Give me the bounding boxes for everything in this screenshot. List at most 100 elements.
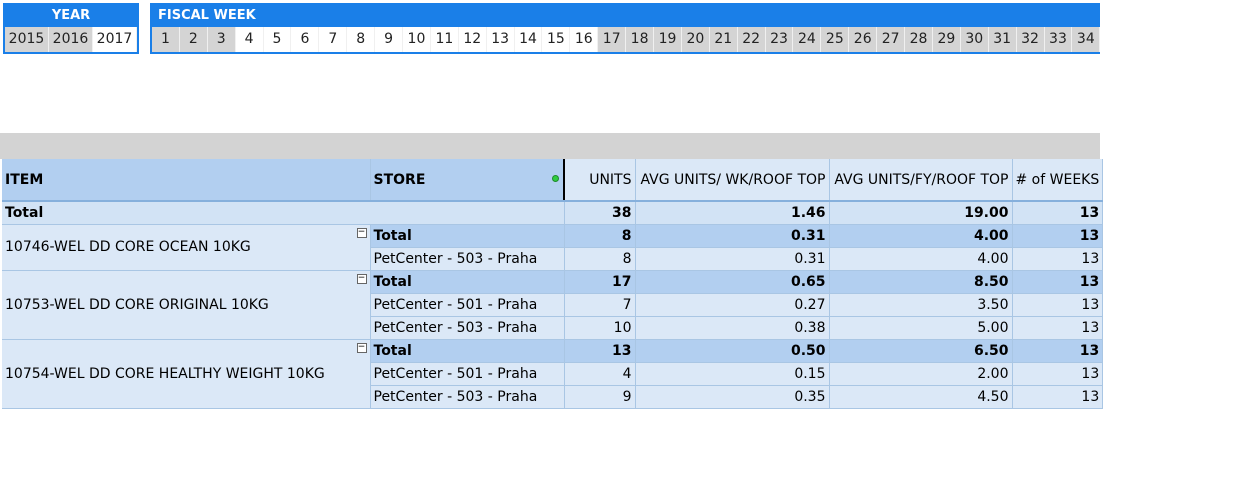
fiscal-week-value-18[interactable]: 18: [626, 27, 655, 52]
item-total-weeks: 13: [1012, 339, 1104, 363]
fiscal-week-value-33[interactable]: 33: [1044, 27, 1073, 52]
collapse-icon[interactable]: −: [356, 341, 367, 353]
fiscal-week-value-23[interactable]: 23: [765, 27, 794, 52]
store-cell[interactable]: PetCenter - 501 - Praha: [370, 293, 565, 317]
item-label: 10746-WEL DD CORE OCEAN 10KG: [5, 239, 251, 255]
store-row: PetCenter - 501 - Praha 7 0.27 3.50 13: [2, 293, 1104, 317]
grand-total-units: 38: [564, 200, 636, 225]
year-value-2016[interactable]: 2016: [49, 27, 93, 52]
item-total-avg-fy: 4.00: [829, 224, 1013, 248]
fiscal-week-value-27[interactable]: 27: [877, 27, 906, 52]
item-total-weeks: 13: [1012, 224, 1104, 248]
store-row: PetCenter - 503 - Praha 9 0.35 4.50 13: [2, 385, 1104, 409]
grand-total-avg-wk: 1.46: [635, 200, 830, 225]
item-total-label: Total: [370, 224, 565, 248]
avg-units-fy-cell: 5.00: [829, 316, 1013, 340]
avg-units-wk-cell: 0.15: [635, 362, 830, 386]
weeks-cell: 13: [1012, 247, 1104, 271]
year-value-2015[interactable]: 2015: [5, 27, 49, 52]
fiscal-week-value-11[interactable]: 11: [430, 27, 459, 52]
item-column-header[interactable]: ITEM: [2, 159, 371, 202]
fiscal-week-value-6[interactable]: 6: [291, 27, 320, 52]
fiscal-week-value-17[interactable]: 17: [598, 27, 627, 52]
fiscal-week-value-31[interactable]: 31: [988, 27, 1017, 52]
grand-total-row: Total 38 1.46 19.00 13: [2, 200, 1104, 225]
item-total-avg-fy: 6.50: [829, 339, 1013, 363]
fiscal-week-value-8[interactable]: 8: [347, 27, 376, 52]
avg-units-fy-cell: 2.00: [829, 362, 1013, 386]
units-column-header[interactable]: UNITS: [564, 159, 636, 202]
store-cell[interactable]: PetCenter - 503 - Praha: [370, 385, 565, 409]
weeks-cell: 13: [1012, 293, 1104, 317]
fiscal-week-value-22[interactable]: 22: [737, 27, 766, 52]
weeks-column-header[interactable]: # of WEEKS: [1012, 159, 1104, 202]
units-cell: 4: [564, 362, 636, 386]
fiscal-week-value-1[interactable]: 1: [152, 27, 180, 52]
fiscal-week-value-28[interactable]: 28: [905, 27, 933, 52]
fiscal-week-value-21[interactable]: 21: [709, 27, 738, 52]
item-label: 10753-WEL DD CORE ORIGINAL 10KG: [5, 296, 269, 313]
units-cell: 8: [564, 247, 636, 271]
grand-total-avg-fy: 19.00: [829, 200, 1013, 225]
store-row: PetCenter - 503 - Praha 8 0.31 4.00 13: [2, 247, 1104, 271]
fiscal-week-value-16[interactable]: 16: [570, 27, 599, 52]
fiscal-week-value-19[interactable]: 19: [654, 27, 682, 52]
fiscal-week-value-15[interactable]: 15: [542, 27, 571, 52]
avg-units-wk-cell: 0.35: [635, 385, 830, 409]
avg-units-fy-column-header[interactable]: AVG UNITS/FY/ROOF TOP: [829, 159, 1013, 202]
fiscal-week-value-4[interactable]: 4: [235, 27, 264, 52]
fiscal-week-value-13[interactable]: 13: [486, 27, 515, 52]
weeks-cell: 13: [1012, 385, 1104, 409]
avg-units-wk-column-header[interactable]: AVG UNITS/ WK/ROOF TOP: [635, 159, 830, 202]
fiscal-week-listbox: FISCAL WEEK 1 2 3 4 5 6 7 8 9 10 11 12 13 14 15 16 17 18 1…: [150, 3, 1100, 54]
fiscal-week-value-24[interactable]: 24: [793, 27, 822, 52]
fiscal-week-value-34[interactable]: 34: [1072, 27, 1100, 52]
fiscal-week-value-12[interactable]: 12: [458, 27, 487, 52]
fiscal-week-listbox-title[interactable]: FISCAL WEEK: [152, 5, 1100, 27]
item-total-row: 10746-WEL DD CORE OCEAN 10KG − Total 8 0.31 4…: [2, 224, 1104, 271]
fiscal-week-value-30[interactable]: 30: [960, 27, 989, 52]
year-listbox-title[interactable]: YEAR: [5, 5, 137, 27]
weeks-cell: 13: [1012, 362, 1104, 386]
fiscal-week-value-14[interactable]: 14: [514, 27, 543, 52]
fiscal-week-value-3[interactable]: 3: [207, 27, 236, 52]
item-total-label: Total: [370, 270, 565, 294]
units-cell: 10: [564, 316, 636, 340]
item-total-units: 8: [564, 224, 636, 248]
fiscal-week-value-7[interactable]: 7: [319, 27, 348, 52]
store-cell[interactable]: PetCenter - 501 - Praha: [370, 362, 565, 386]
item-total-units: 13: [564, 339, 636, 363]
item-cell[interactable]: 10754-WEL DD CORE HEALTHY WEIGHT 10KG −: [2, 339, 371, 409]
avg-units-wk-cell: 0.31: [635, 247, 830, 271]
year-value-2017[interactable]: 2017: [93, 27, 137, 52]
fiscal-week-value-10[interactable]: 10: [403, 27, 431, 52]
fiscal-week-value-29[interactable]: 29: [932, 27, 961, 52]
item-total-units: 17: [564, 270, 636, 294]
fiscal-week-value-9[interactable]: 9: [375, 27, 404, 52]
pivot-body: Total 38 1.46 19.00 13 10746-WEL DD CORE…: [2, 200, 1104, 409]
store-column-label: STORE: [373, 171, 426, 188]
fiscal-week-value-26[interactable]: 26: [849, 27, 878, 52]
year-values: 2015 2016 2017: [5, 27, 137, 52]
avg-units-fy-cell: 4.00: [829, 247, 1013, 271]
fiscal-week-value-20[interactable]: 20: [681, 27, 710, 52]
pivot-table: ITEM STORE UNITS AVG UNITS/ WK/ROOF TOP …: [2, 159, 1104, 409]
grand-total-weeks: 13: [1012, 200, 1104, 225]
units-cell: 9: [564, 385, 636, 409]
collapse-icon[interactable]: −: [356, 272, 367, 284]
store-cell[interactable]: PetCenter - 503 - Praha: [370, 247, 565, 271]
item-cell[interactable]: 10753-WEL DD CORE ORIGINAL 10KG −: [2, 270, 371, 340]
item-total-label: Total: [370, 339, 565, 363]
collapse-icon[interactable]: −: [356, 226, 367, 238]
item-total-avg-fy: 8.50: [829, 270, 1013, 294]
selection-indicator-icon: [552, 175, 559, 182]
store-cell[interactable]: PetCenter - 503 - Praha: [370, 316, 565, 340]
fiscal-week-value-5[interactable]: 5: [263, 27, 292, 52]
fiscal-week-value-2[interactable]: 2: [179, 27, 208, 52]
avg-units-fy-cell: 3.50: [829, 293, 1013, 317]
fiscal-week-value-32[interactable]: 32: [1016, 27, 1045, 52]
weeks-cell: 13: [1012, 316, 1104, 340]
fiscal-week-value-25[interactable]: 25: [821, 27, 850, 52]
item-cell[interactable]: 10746-WEL DD CORE OCEAN 10KG −: [2, 224, 371, 271]
store-column-header[interactable]: STORE: [370, 159, 565, 202]
